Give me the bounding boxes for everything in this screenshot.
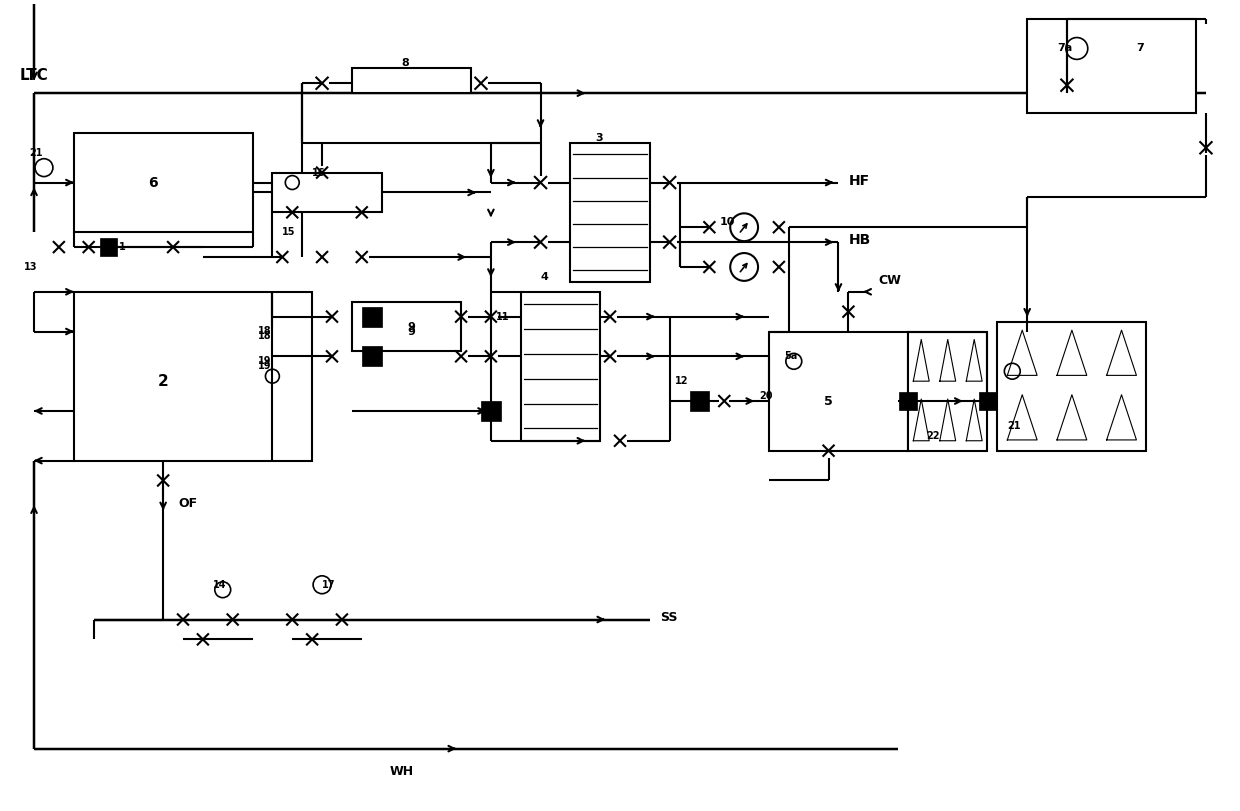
Text: HF: HF xyxy=(848,174,869,187)
Bar xyxy=(1027,19,1197,113)
Text: 3: 3 xyxy=(595,133,603,143)
Text: 6: 6 xyxy=(149,175,157,190)
Text: 21: 21 xyxy=(1007,421,1021,431)
Text: 9: 9 xyxy=(408,321,415,332)
Text: WH: WH xyxy=(389,766,414,779)
Text: 2: 2 xyxy=(157,374,169,388)
Text: 11: 11 xyxy=(496,311,510,322)
Text: 1: 1 xyxy=(119,242,125,252)
Text: SS: SS xyxy=(660,611,677,624)
Text: 9: 9 xyxy=(408,327,415,337)
Bar xyxy=(521,292,600,440)
Text: 15: 15 xyxy=(283,227,296,237)
Text: 7: 7 xyxy=(1136,44,1145,54)
Bar xyxy=(481,401,501,421)
Bar xyxy=(570,143,650,282)
Bar xyxy=(73,292,312,461)
Text: 5a: 5a xyxy=(784,351,797,362)
Text: 21: 21 xyxy=(29,148,42,157)
Bar xyxy=(73,133,253,232)
Text: LTC: LTC xyxy=(19,68,48,84)
Bar xyxy=(273,173,382,212)
Text: CW: CW xyxy=(878,274,901,287)
Text: 19: 19 xyxy=(258,356,272,367)
Text: 14: 14 xyxy=(213,580,227,590)
Text: 7a: 7a xyxy=(1056,44,1073,54)
Bar xyxy=(352,302,461,351)
Text: 4: 4 xyxy=(541,272,548,282)
Bar xyxy=(362,307,382,327)
Bar xyxy=(908,332,987,451)
Text: 16: 16 xyxy=(312,168,326,178)
Bar xyxy=(99,238,118,256)
Text: 8: 8 xyxy=(402,58,409,68)
Text: 18: 18 xyxy=(258,327,272,337)
Text: 18: 18 xyxy=(258,332,272,341)
Bar xyxy=(352,68,471,93)
Text: 22: 22 xyxy=(926,431,940,440)
Text: 10: 10 xyxy=(719,217,734,227)
Text: 19: 19 xyxy=(258,361,272,371)
Bar xyxy=(978,392,997,410)
Bar xyxy=(689,391,709,411)
Text: 17: 17 xyxy=(322,580,336,590)
Text: 20: 20 xyxy=(759,391,773,401)
Text: OF: OF xyxy=(179,497,197,510)
Bar xyxy=(362,346,382,367)
Text: 5: 5 xyxy=(825,394,833,408)
Bar xyxy=(769,332,908,451)
Text: HB: HB xyxy=(848,233,870,247)
Bar xyxy=(899,392,916,410)
Text: 12: 12 xyxy=(675,376,688,386)
Bar xyxy=(997,322,1146,451)
Text: 13: 13 xyxy=(24,262,37,272)
